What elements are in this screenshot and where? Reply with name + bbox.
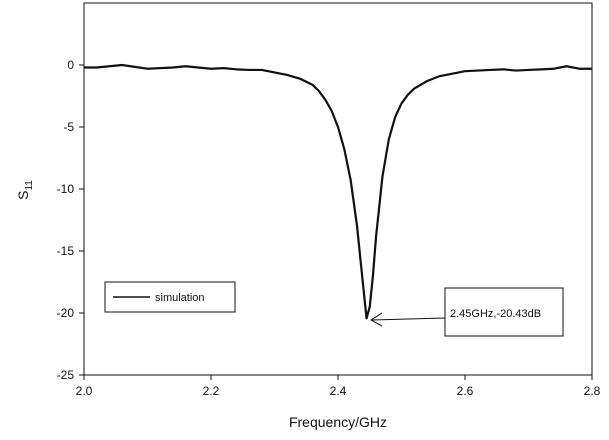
x-tick-label: 2.2 — [203, 384, 220, 398]
x-tick-label: 2.4 — [330, 384, 347, 398]
x-axis-label: Frequency/GHz — [289, 414, 387, 430]
y-tick-label: -5 — [63, 120, 74, 134]
annotation: 2.45GHz,-20.43dB — [371, 288, 563, 336]
y-tick-label: -10 — [57, 182, 75, 196]
y-axis-ticks: 0 -5 -10 -15 -20 -25 — [57, 58, 84, 382]
legend: simulation — [105, 282, 235, 312]
y-tick-label: -25 — [57, 368, 75, 382]
y-tick-label: 0 — [67, 58, 74, 72]
x-tick-label: 2.8 — [584, 384, 601, 398]
y-tick-label: -20 — [57, 306, 75, 320]
y-axis-label-main: S — [15, 191, 31, 200]
legend-label-simulation: simulation — [155, 292, 205, 304]
y-axis-label-subscript: 11 — [24, 180, 35, 191]
series-line-simulation — [84, 65, 592, 318]
annotation-text: 2.45GHz,-20.43dB — [450, 308, 541, 320]
y-tick-label: -15 — [57, 244, 75, 258]
x-tick-label: 2.0 — [76, 384, 93, 398]
x-tick-label: 2.6 — [457, 384, 474, 398]
x-axis-ticks: 2.0 2.2 2.4 2.6 2.8 — [76, 375, 601, 398]
annotation-arrow — [371, 318, 445, 320]
y-axis-label: S11 — [15, 180, 35, 200]
